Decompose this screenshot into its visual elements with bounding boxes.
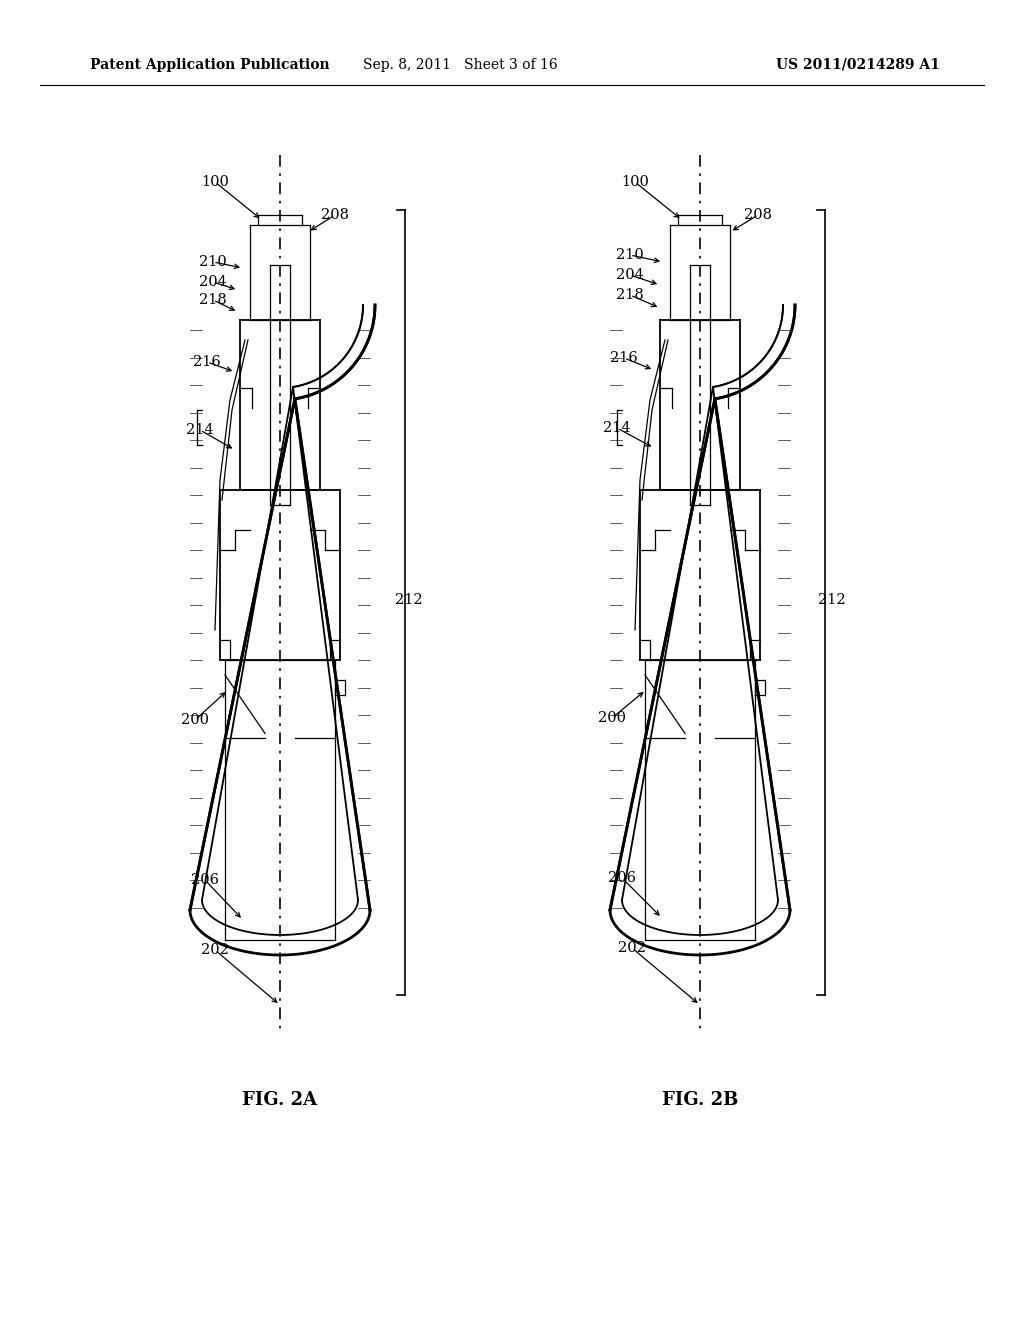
Text: 204: 204: [199, 275, 227, 289]
Text: 204: 204: [616, 268, 644, 282]
Text: 100: 100: [622, 176, 649, 189]
Text: 218: 218: [616, 288, 644, 302]
Text: 208: 208: [321, 209, 349, 222]
Text: 100: 100: [201, 176, 229, 189]
Text: 200: 200: [181, 713, 209, 727]
Text: 216: 216: [194, 355, 221, 370]
Text: Sep. 8, 2011   Sheet 3 of 16: Sep. 8, 2011 Sheet 3 of 16: [362, 58, 557, 73]
Text: 206: 206: [191, 873, 219, 887]
Text: 216: 216: [610, 351, 638, 366]
Text: 210: 210: [199, 255, 227, 269]
Text: 208: 208: [744, 209, 772, 222]
Text: 214: 214: [603, 421, 631, 436]
Text: 214: 214: [186, 422, 214, 437]
Text: 212: 212: [818, 593, 846, 607]
Text: 206: 206: [608, 871, 636, 884]
Text: 212: 212: [395, 593, 423, 607]
Text: 202: 202: [618, 941, 646, 954]
Text: 200: 200: [598, 711, 626, 725]
Text: 218: 218: [199, 293, 227, 308]
Text: FIG. 2A: FIG. 2A: [243, 1092, 317, 1109]
Text: 202: 202: [201, 942, 229, 957]
Text: Patent Application Publication: Patent Application Publication: [90, 58, 330, 73]
Text: FIG. 2B: FIG. 2B: [662, 1092, 738, 1109]
Text: US 2011/0214289 A1: US 2011/0214289 A1: [776, 58, 940, 73]
Text: 210: 210: [616, 248, 644, 261]
